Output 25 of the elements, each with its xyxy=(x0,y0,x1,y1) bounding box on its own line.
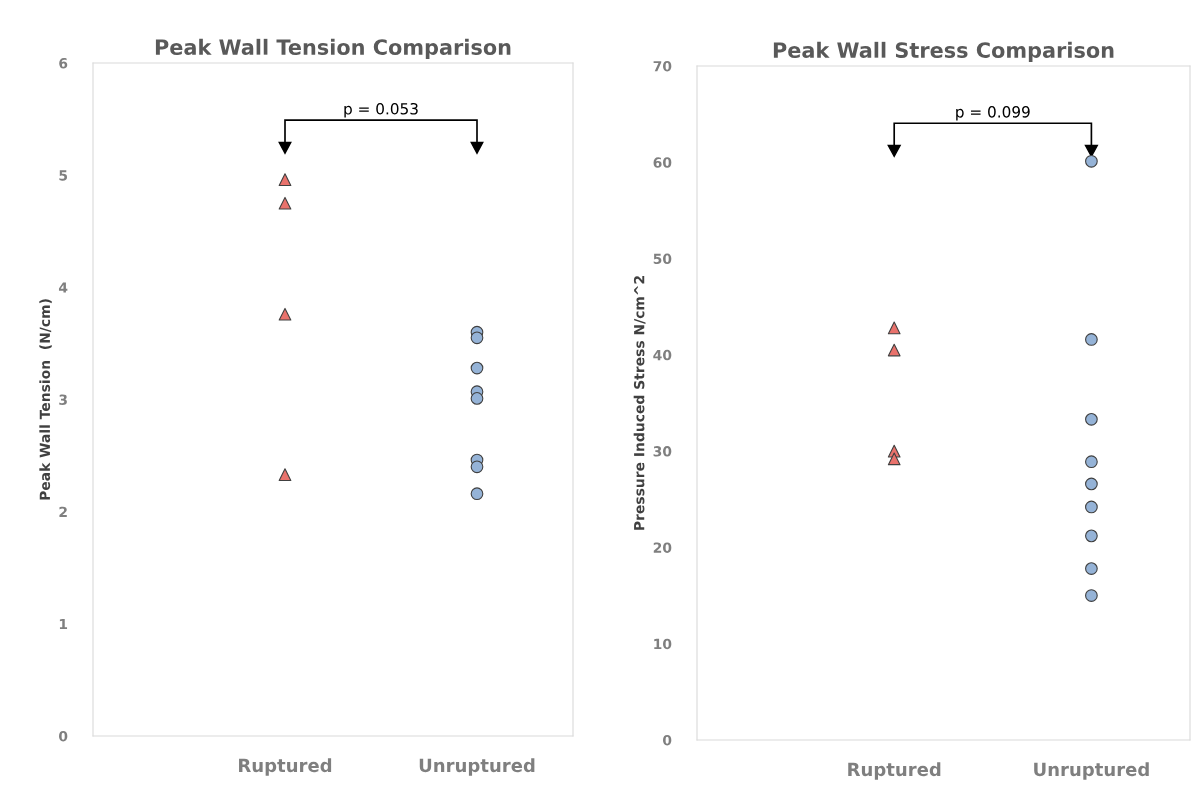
y-axis-title: Peak Wall Tension (N/cm) xyxy=(39,299,52,500)
y-tick-label: 0 xyxy=(59,730,68,742)
y-tick-label: 2 xyxy=(59,506,67,517)
y-tick-label: 70 xyxy=(653,60,672,72)
x-tick-label: Ruptured xyxy=(848,762,941,780)
y-tick-label: 6 xyxy=(59,57,68,69)
y-tick-label: 40 xyxy=(653,349,672,361)
chart-title: Peak Wall Tension Comparison xyxy=(155,38,511,59)
x-tick-label: Ruptured xyxy=(239,758,332,776)
y-axis-title: Pressure Induced Stress N/cm^2 xyxy=(633,276,646,530)
y-tick-label: 30 xyxy=(653,446,672,457)
x-tick-label: Unruptured xyxy=(1034,762,1149,780)
y-tick-label: 3 xyxy=(59,394,67,405)
y-tick-label: 0 xyxy=(663,734,672,746)
y-tick-label: 4 xyxy=(58,282,68,293)
annotation: p = 0.099 xyxy=(956,106,1030,121)
y-tick-label: 10 xyxy=(654,638,672,650)
y-tick-label: 5 xyxy=(59,170,68,181)
y-tick-label: 60 xyxy=(653,157,672,168)
y-tick-label: 50 xyxy=(653,253,672,265)
annotation: p = 0.053 xyxy=(344,103,418,118)
y-tick-label: 20 xyxy=(653,542,672,553)
chart-title: Peak Wall Stress Comparison xyxy=(773,41,1114,62)
x-tick-label: Unruptured xyxy=(419,758,535,776)
y-tick-label: 1 xyxy=(59,618,68,630)
